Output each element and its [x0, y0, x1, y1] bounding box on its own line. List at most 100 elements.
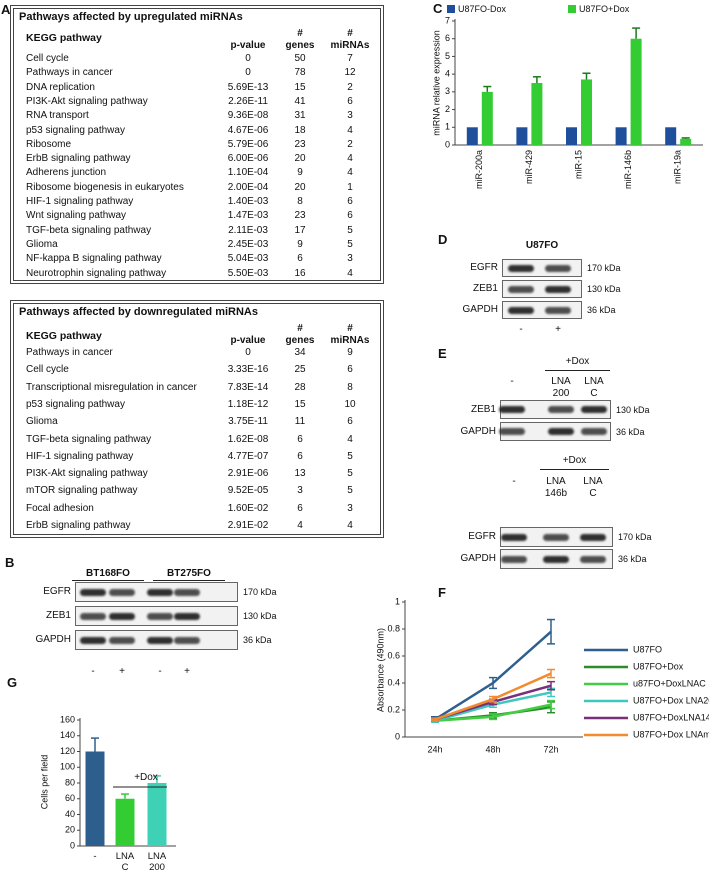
column-header: KEGG pathway	[26, 32, 102, 44]
blot-band	[174, 612, 200, 620]
x-tick-label: 72h	[543, 744, 558, 754]
bar	[630, 38, 642, 145]
x-tick-label: LNA 200	[147, 851, 167, 873]
table-cell: TGF-beta signaling pathway	[26, 433, 152, 445]
table-cell: 6	[347, 196, 353, 207]
table-cell: 4	[347, 153, 353, 165]
protein-label: GAPDH	[460, 425, 496, 437]
blot-band	[80, 588, 106, 596]
group-header: BT168FO	[86, 568, 130, 579]
protein-label: GAPDH	[460, 553, 496, 564]
size-label: 170 kDa	[587, 263, 621, 273]
table-cell: 3	[347, 110, 353, 122]
table-cell: 1	[347, 181, 353, 193]
table-cell: 3	[297, 485, 303, 497]
group-header: BT275FO	[167, 568, 211, 579]
table-cell: Cell cycle	[26, 364, 69, 376]
blot-band	[508, 264, 534, 272]
size-label: 36 kDa	[616, 426, 645, 437]
table-cell: 3.33E-16	[227, 364, 269, 376]
table-cell: 2	[347, 81, 353, 93]
table-cell: 4	[347, 433, 353, 445]
table-cell: 1.40E-03	[227, 196, 269, 207]
lane-label: LNA C	[584, 376, 604, 399]
table-cell: 20	[294, 181, 306, 193]
table-cell: 3	[347, 502, 353, 514]
size-label: 130 kDa	[616, 404, 650, 415]
table-cell: 4.67E-06	[227, 124, 269, 136]
bar	[531, 83, 543, 145]
lane-label: -	[519, 324, 523, 335]
y-tick-label: 4	[445, 69, 450, 79]
y-tick-label: 120	[60, 746, 75, 756]
legend-label: U87FO	[633, 644, 662, 654]
legend-label: U87FO+Dox	[579, 4, 630, 14]
x-tick-label: -	[93, 851, 97, 862]
bar	[665, 127, 677, 145]
blot-band	[501, 555, 527, 563]
table-cell: 23	[294, 210, 306, 222]
treatment-line	[540, 469, 609, 470]
y-tick-label: 0.2	[387, 704, 400, 714]
y-tick-label: 0	[395, 731, 400, 741]
table-cell: 9.52E-05	[227, 485, 269, 497]
table-cell: NF-kappa B signaling pathway	[26, 253, 162, 265]
bar	[466, 127, 478, 145]
table-cell: 9.36E-08	[227, 110, 269, 122]
size-label: 170 kDa	[618, 532, 652, 542]
table-cell: 2	[347, 138, 353, 150]
blot-band	[499, 428, 525, 435]
table-cell: 5.50E-03	[227, 267, 269, 279]
table-cell: 9	[297, 167, 303, 179]
table-cell: Ribosome	[26, 138, 72, 150]
y-tick-label: 2	[445, 104, 450, 114]
blot-band	[147, 588, 173, 596]
table-cell: 5.69E-13	[227, 81, 269, 93]
table-cell: 15	[294, 398, 306, 410]
table-cell: 50	[294, 53, 306, 64]
column-header: KEGG pathway	[26, 330, 102, 342]
table-box	[10, 5, 384, 284]
table-cell: 0	[245, 67, 251, 79]
table-cell: 4.77E-07	[227, 450, 269, 462]
blot-band	[501, 533, 527, 541]
table-cell: 23	[294, 138, 306, 150]
table-cell: mTOR signaling pathway	[26, 485, 138, 497]
bar	[85, 751, 105, 846]
legend-swatch	[568, 5, 576, 13]
blot-band	[581, 406, 607, 413]
blot-band	[545, 306, 571, 314]
table-cell: 5	[347, 485, 353, 497]
table-cell: 41	[294, 95, 306, 107]
y-tick-label: 0.6	[387, 650, 400, 660]
bar	[516, 127, 528, 145]
blot-band	[147, 612, 173, 620]
table-cell: 1.60E-02	[227, 502, 269, 514]
table-cell: 6	[297, 502, 303, 514]
table-cell: 31	[294, 110, 306, 122]
lane-label: -	[158, 666, 162, 677]
protein-label: GAPDH	[462, 304, 498, 315]
table-cell: 6	[347, 416, 353, 428]
table-cell: 6	[297, 253, 303, 265]
y-tick-label: 5	[445, 51, 450, 61]
panel-label: B	[5, 555, 15, 570]
legend-label: U87FO+Dox	[633, 661, 684, 671]
blot-strip	[502, 301, 582, 319]
column-header: # genes	[285, 28, 315, 51]
table-cell: HIF-1 signaling pathway	[26, 450, 134, 462]
blot-band	[580, 555, 606, 563]
blot-band	[545, 264, 571, 272]
blot-band	[80, 612, 106, 620]
table-cell: Cell cycle	[26, 53, 69, 64]
panel-label: G	[7, 675, 18, 690]
blot-band	[580, 533, 606, 541]
column-header: p-value	[230, 40, 266, 51]
y-tick-label: 1	[395, 596, 400, 606]
legend-label: U87FO-Dox	[458, 4, 507, 14]
table-cell: 2.00E-04	[227, 181, 269, 193]
y-axis-label: Cells per field	[39, 755, 49, 810]
table-cell: 2.45E-03	[227, 238, 269, 250]
y-axis-label: Absorbance (490nm)	[375, 628, 385, 712]
